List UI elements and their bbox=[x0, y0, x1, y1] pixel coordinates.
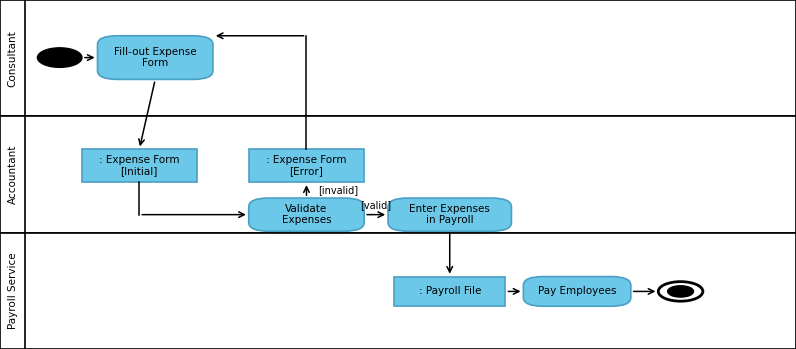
Circle shape bbox=[668, 286, 693, 297]
Bar bbox=[0, 116, 25, 233]
Text: : Expense Form
[Initial]: : Expense Form [Initial] bbox=[99, 155, 180, 177]
FancyBboxPatch shape bbox=[388, 198, 511, 231]
Bar bbox=[394, 276, 505, 306]
Bar bbox=[0, 0, 796, 116]
FancyBboxPatch shape bbox=[524, 276, 631, 306]
Text: Enter Expenses
in Payroll: Enter Expenses in Payroll bbox=[409, 204, 490, 225]
Text: Validate
Expenses: Validate Expenses bbox=[282, 204, 331, 225]
Bar bbox=[0, 0, 25, 116]
FancyBboxPatch shape bbox=[248, 198, 365, 231]
Text: : Expense Form
[Error]: : Expense Form [Error] bbox=[266, 155, 347, 177]
Text: [valid]: [valid] bbox=[361, 200, 392, 210]
Text: Payroll Service: Payroll Service bbox=[8, 253, 18, 329]
Text: Consultant: Consultant bbox=[8, 30, 18, 87]
Bar bbox=[0, 233, 25, 349]
Bar bbox=[0, 116, 796, 233]
Text: Pay Employees: Pay Employees bbox=[538, 287, 616, 296]
Text: [invalid]: [invalid] bbox=[318, 185, 358, 195]
Text: : Payroll File: : Payroll File bbox=[419, 287, 481, 296]
Bar bbox=[81, 149, 197, 182]
Text: Accountant: Accountant bbox=[8, 145, 18, 204]
FancyBboxPatch shape bbox=[98, 36, 213, 80]
Bar bbox=[248, 149, 365, 182]
Circle shape bbox=[37, 48, 82, 67]
Text: Fill-out Expense
Form: Fill-out Expense Form bbox=[114, 47, 197, 68]
Bar bbox=[0, 233, 796, 349]
